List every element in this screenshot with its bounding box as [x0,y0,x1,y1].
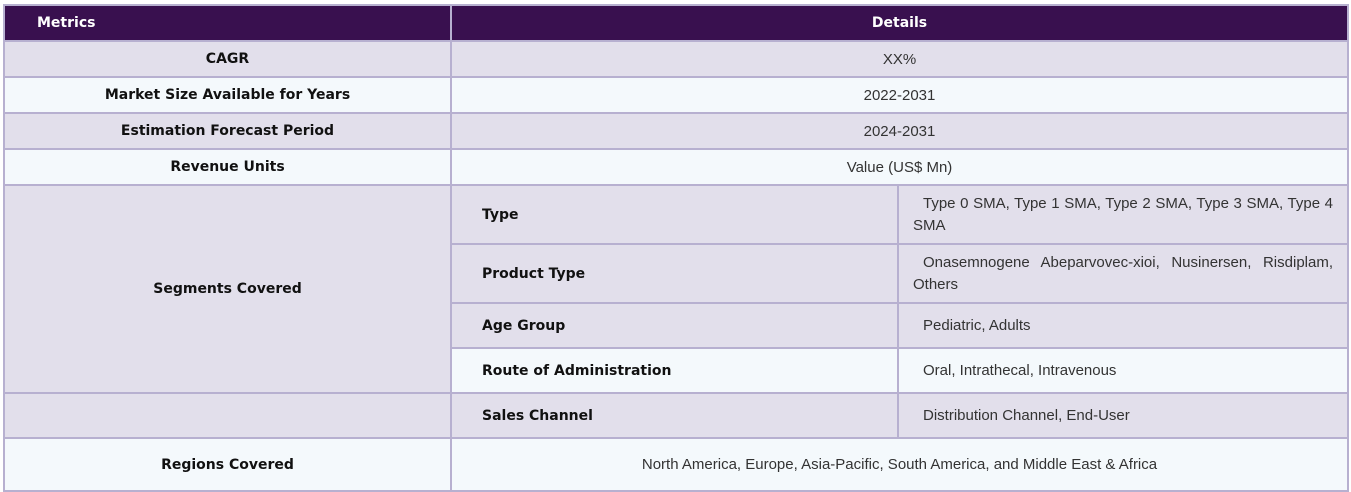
segment-row: Sales Channel Distribution Channel, End-… [3,392,1349,439]
report-scope-table: Metrics Details CAGR XX% Market Size Ava… [3,4,1349,492]
segment-name: Product Type [450,243,899,304]
metric-label: Estimation Forecast Period [3,112,452,150]
table-row: Market Size Available for Years 2022-203… [3,76,1349,114]
table-row: Regions Covered North America, Europe, A… [3,437,1349,492]
segment-value: Oral, Intrathecal, Intravenous [897,347,1349,394]
segment-row: Product Type Onasemnogene Abeparvovec-xi… [4,243,1349,304]
table-row: CAGR XX% [3,40,1349,78]
metric-label: Regions Covered [3,437,452,492]
segment-row: Segments Covered Type Type 0 SMA, Type 1… [3,184,1349,394]
segments-covered-label: Segments Covered [3,184,452,394]
table-row: Revenue Units Value (US$ Mn) [3,148,1349,186]
table-header-row: Metrics Details [3,4,1349,42]
metric-label: Revenue Units [3,148,452,186]
table-row: Estimation Forecast Period 2024-2031 [3,112,1349,150]
header-metrics: Metrics [3,4,452,42]
metric-value: 2022-2031 [450,76,1349,114]
segment-name: Type [450,184,899,245]
metric-value: Value (US$ Mn) [450,148,1349,186]
segment-value-text: Onasemnogene Abeparvovec-xioi, Nusinerse… [913,253,1333,293]
header-details: Details [450,4,1349,42]
segment-empty-cell [3,392,452,439]
metric-label: CAGR [3,40,452,78]
report-scope-table-wrapper: Metrics Details CAGR XX% Market Size Ava… [3,4,1349,492]
segment-name: Sales Channel [450,392,899,439]
segment-value: Type 0 SMA, Type 1 SMA, Type 2 SMA, Type… [897,184,1349,245]
segment-row: Route of Administration Oral, Intratheca… [4,347,1349,394]
segment-value: Onasemnogene Abeparvovec-xioi, Nusinerse… [897,243,1349,304]
segment-value: Distribution Channel, End-User [897,392,1349,439]
segment-name: Route of Administration [450,347,899,394]
segment-value-text: Type 0 SMA, Type 1 SMA, Type 2 SMA, Type… [913,194,1333,234]
metric-label: Market Size Available for Years [3,76,452,114]
metric-value: North America, Europe, Asia-Pacific, Sou… [450,437,1349,492]
metric-value: XX% [450,40,1349,78]
metric-value: 2024-2031 [450,112,1349,150]
segment-row: Age Group Pediatric, Adults [4,302,1349,349]
segment-name: Age Group [450,302,899,349]
segment-value: Pediatric, Adults [897,302,1349,349]
